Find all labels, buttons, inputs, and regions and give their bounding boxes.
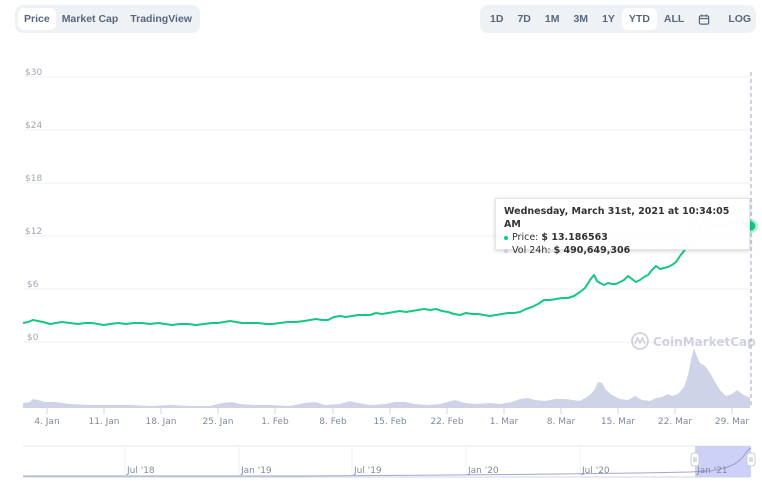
tooltip-volume-label: Vol 24h: xyxy=(512,245,551,256)
range-7d[interactable]: 7D xyxy=(517,13,531,25)
tab-tradingview[interactable]: TradingView xyxy=(130,13,192,25)
svg-text:Jan '19: Jan '19 xyxy=(240,466,272,476)
tooltip-volume-row: Vol 24h: $ 490,649,306 xyxy=(504,244,741,257)
navigator-series xyxy=(23,447,752,477)
svg-text:Jul '20: Jul '20 xyxy=(581,466,610,476)
svg-text:15. Feb: 15. Feb xyxy=(373,417,406,427)
svg-text:$12: $12 xyxy=(25,227,42,237)
calendar-button[interactable] xyxy=(691,8,717,30)
navigator-handle-right[interactable] xyxy=(746,452,756,467)
svg-text:18. Jan: 18. Jan xyxy=(145,417,176,427)
svg-text:Jan '21: Jan '21 xyxy=(696,466,728,476)
x-axis-labels: 4. Jan 11. Jan 18. Jan 25. Jan 1. Feb 8.… xyxy=(34,417,749,427)
volume-legend-dot-icon xyxy=(504,248,508,253)
y-axis-labels: $30 $24 $18 $12 $6 $0 xyxy=(25,68,42,343)
range-selector: 1D 7D 1M 3M 1Y YTD ALL LOG xyxy=(480,5,756,33)
svg-text:15. Mar: 15. Mar xyxy=(601,417,635,427)
svg-text:8. Feb: 8. Feb xyxy=(319,417,347,427)
calendar-icon xyxy=(699,13,710,25)
tooltip-price-label: Price: xyxy=(512,232,539,243)
volume-area xyxy=(23,348,750,408)
svg-text:8. Mar: 8. Mar xyxy=(547,417,576,427)
navigator[interactable]: Jul '18 Jan '19 Jul '19 Jan '20 Jul '20 … xyxy=(23,445,756,478)
svg-text:Jan '20: Jan '20 xyxy=(467,466,499,476)
svg-text:Jul '18: Jul '18 xyxy=(126,466,155,476)
chart-type-tabs: Price Market Cap TradingView xyxy=(15,5,200,33)
range-ytd[interactable]: YTD xyxy=(621,8,657,30)
svg-text:1. Mar: 1. Mar xyxy=(490,417,519,427)
svg-text:$30: $30 xyxy=(25,68,42,78)
tooltip-title: Wednesday, March 31st, 2021 at 10:34:05 … xyxy=(504,206,730,230)
svg-text:1. Feb: 1. Feb xyxy=(261,417,289,427)
svg-text:$18: $18 xyxy=(25,174,42,184)
x-axis-ticks xyxy=(46,408,733,414)
range-1d[interactable]: 1D xyxy=(490,13,504,25)
svg-text:11. Jan: 11. Jan xyxy=(88,417,119,427)
range-all[interactable]: ALL xyxy=(663,13,685,25)
range-1y[interactable]: 1Y xyxy=(602,13,615,25)
svg-text:$0: $0 xyxy=(27,333,39,343)
svg-text:25. Jan: 25. Jan xyxy=(202,417,233,427)
svg-text:29. Mar: 29. Mar xyxy=(715,417,749,427)
tab-price[interactable]: Price xyxy=(18,8,56,30)
range-1m[interactable]: 1M xyxy=(544,13,560,25)
svg-text:Jul '19: Jul '19 xyxy=(353,466,382,476)
svg-text:CoinMarketCap: CoinMarketCap xyxy=(653,335,756,349)
log-toggle[interactable]: LOG xyxy=(728,13,752,25)
tab-market-cap[interactable]: Market Cap xyxy=(61,13,119,25)
svg-text:22. Mar: 22. Mar xyxy=(658,417,692,427)
svg-text:$24: $24 xyxy=(25,121,42,131)
svg-text:22. Feb: 22. Feb xyxy=(430,417,463,427)
price-legend-dot-icon xyxy=(504,235,508,240)
svg-text:4. Jan: 4. Jan xyxy=(34,417,59,427)
navigator-handle-left[interactable] xyxy=(690,452,700,467)
tooltip-volume-value: $ 490,649,306 xyxy=(553,245,631,256)
coinmarketcap-watermark: CoinMarketCap xyxy=(631,332,756,350)
tooltip-price-value: $ 13.186563 xyxy=(541,232,608,243)
chart-tooltip: Wednesday, March 31st, 2021 at 10:34:05 … xyxy=(495,198,750,256)
price-line xyxy=(22,244,689,326)
navigator-selection[interactable] xyxy=(695,446,751,477)
svg-text:$6: $6 xyxy=(27,280,39,290)
tooltip-price-row: Price: $ 13.186563 xyxy=(504,231,741,244)
range-3m[interactable]: 3M xyxy=(573,13,589,25)
